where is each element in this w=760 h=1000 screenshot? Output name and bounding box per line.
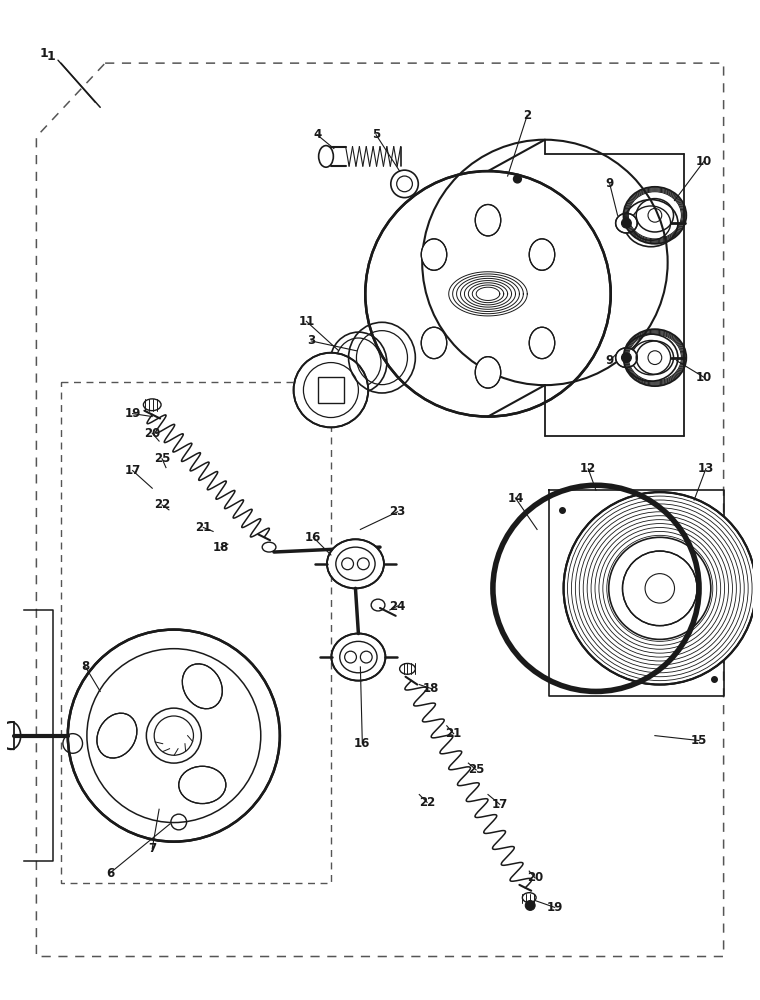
Text: 24: 24 (389, 600, 406, 613)
Ellipse shape (421, 327, 447, 359)
Text: 16: 16 (354, 737, 371, 750)
Text: 3: 3 (307, 334, 315, 347)
Ellipse shape (475, 205, 501, 236)
Text: 19: 19 (125, 407, 141, 420)
Text: 23: 23 (390, 505, 406, 518)
Text: 22: 22 (154, 498, 170, 511)
Text: 20: 20 (144, 427, 160, 440)
Text: 9: 9 (606, 177, 614, 190)
Circle shape (622, 218, 632, 228)
Text: 18: 18 (423, 682, 439, 695)
Text: 19: 19 (546, 901, 563, 914)
Text: 12: 12 (580, 462, 597, 475)
Text: 5: 5 (372, 128, 380, 141)
Text: 10: 10 (696, 155, 712, 168)
Circle shape (622, 353, 632, 363)
Text: 20: 20 (527, 871, 543, 884)
Ellipse shape (179, 766, 226, 804)
Text: 11: 11 (298, 315, 315, 328)
Text: 9: 9 (606, 354, 614, 367)
Text: 16: 16 (305, 531, 321, 544)
Text: 22: 22 (419, 796, 435, 809)
Ellipse shape (182, 664, 223, 709)
Text: 25: 25 (154, 452, 170, 465)
Circle shape (366, 171, 611, 417)
Circle shape (622, 551, 697, 626)
Ellipse shape (616, 213, 637, 233)
Ellipse shape (327, 539, 384, 588)
Text: 1: 1 (47, 50, 55, 63)
Text: 2: 2 (523, 109, 531, 122)
Text: 17: 17 (492, 798, 508, 811)
Text: 25: 25 (468, 763, 484, 776)
Circle shape (514, 175, 521, 183)
Text: 21: 21 (195, 521, 211, 534)
Circle shape (293, 353, 368, 427)
Circle shape (68, 630, 280, 842)
Text: 15: 15 (691, 734, 708, 747)
Ellipse shape (529, 239, 555, 270)
Text: 1: 1 (40, 47, 49, 60)
Text: 4: 4 (313, 128, 321, 141)
Ellipse shape (616, 348, 637, 367)
Ellipse shape (529, 327, 555, 359)
Circle shape (564, 492, 756, 685)
Text: 7: 7 (148, 842, 157, 855)
Text: 14: 14 (507, 492, 524, 505)
Text: 10: 10 (696, 371, 712, 384)
Ellipse shape (97, 713, 137, 758)
Text: 18: 18 (213, 541, 230, 554)
Ellipse shape (421, 239, 447, 270)
Ellipse shape (475, 357, 501, 388)
Text: 6: 6 (106, 867, 114, 880)
Circle shape (525, 901, 535, 910)
Ellipse shape (331, 634, 385, 681)
Text: 8: 8 (81, 660, 90, 673)
Text: 17: 17 (125, 464, 141, 477)
Text: 21: 21 (445, 727, 462, 740)
Text: 13: 13 (698, 462, 714, 475)
